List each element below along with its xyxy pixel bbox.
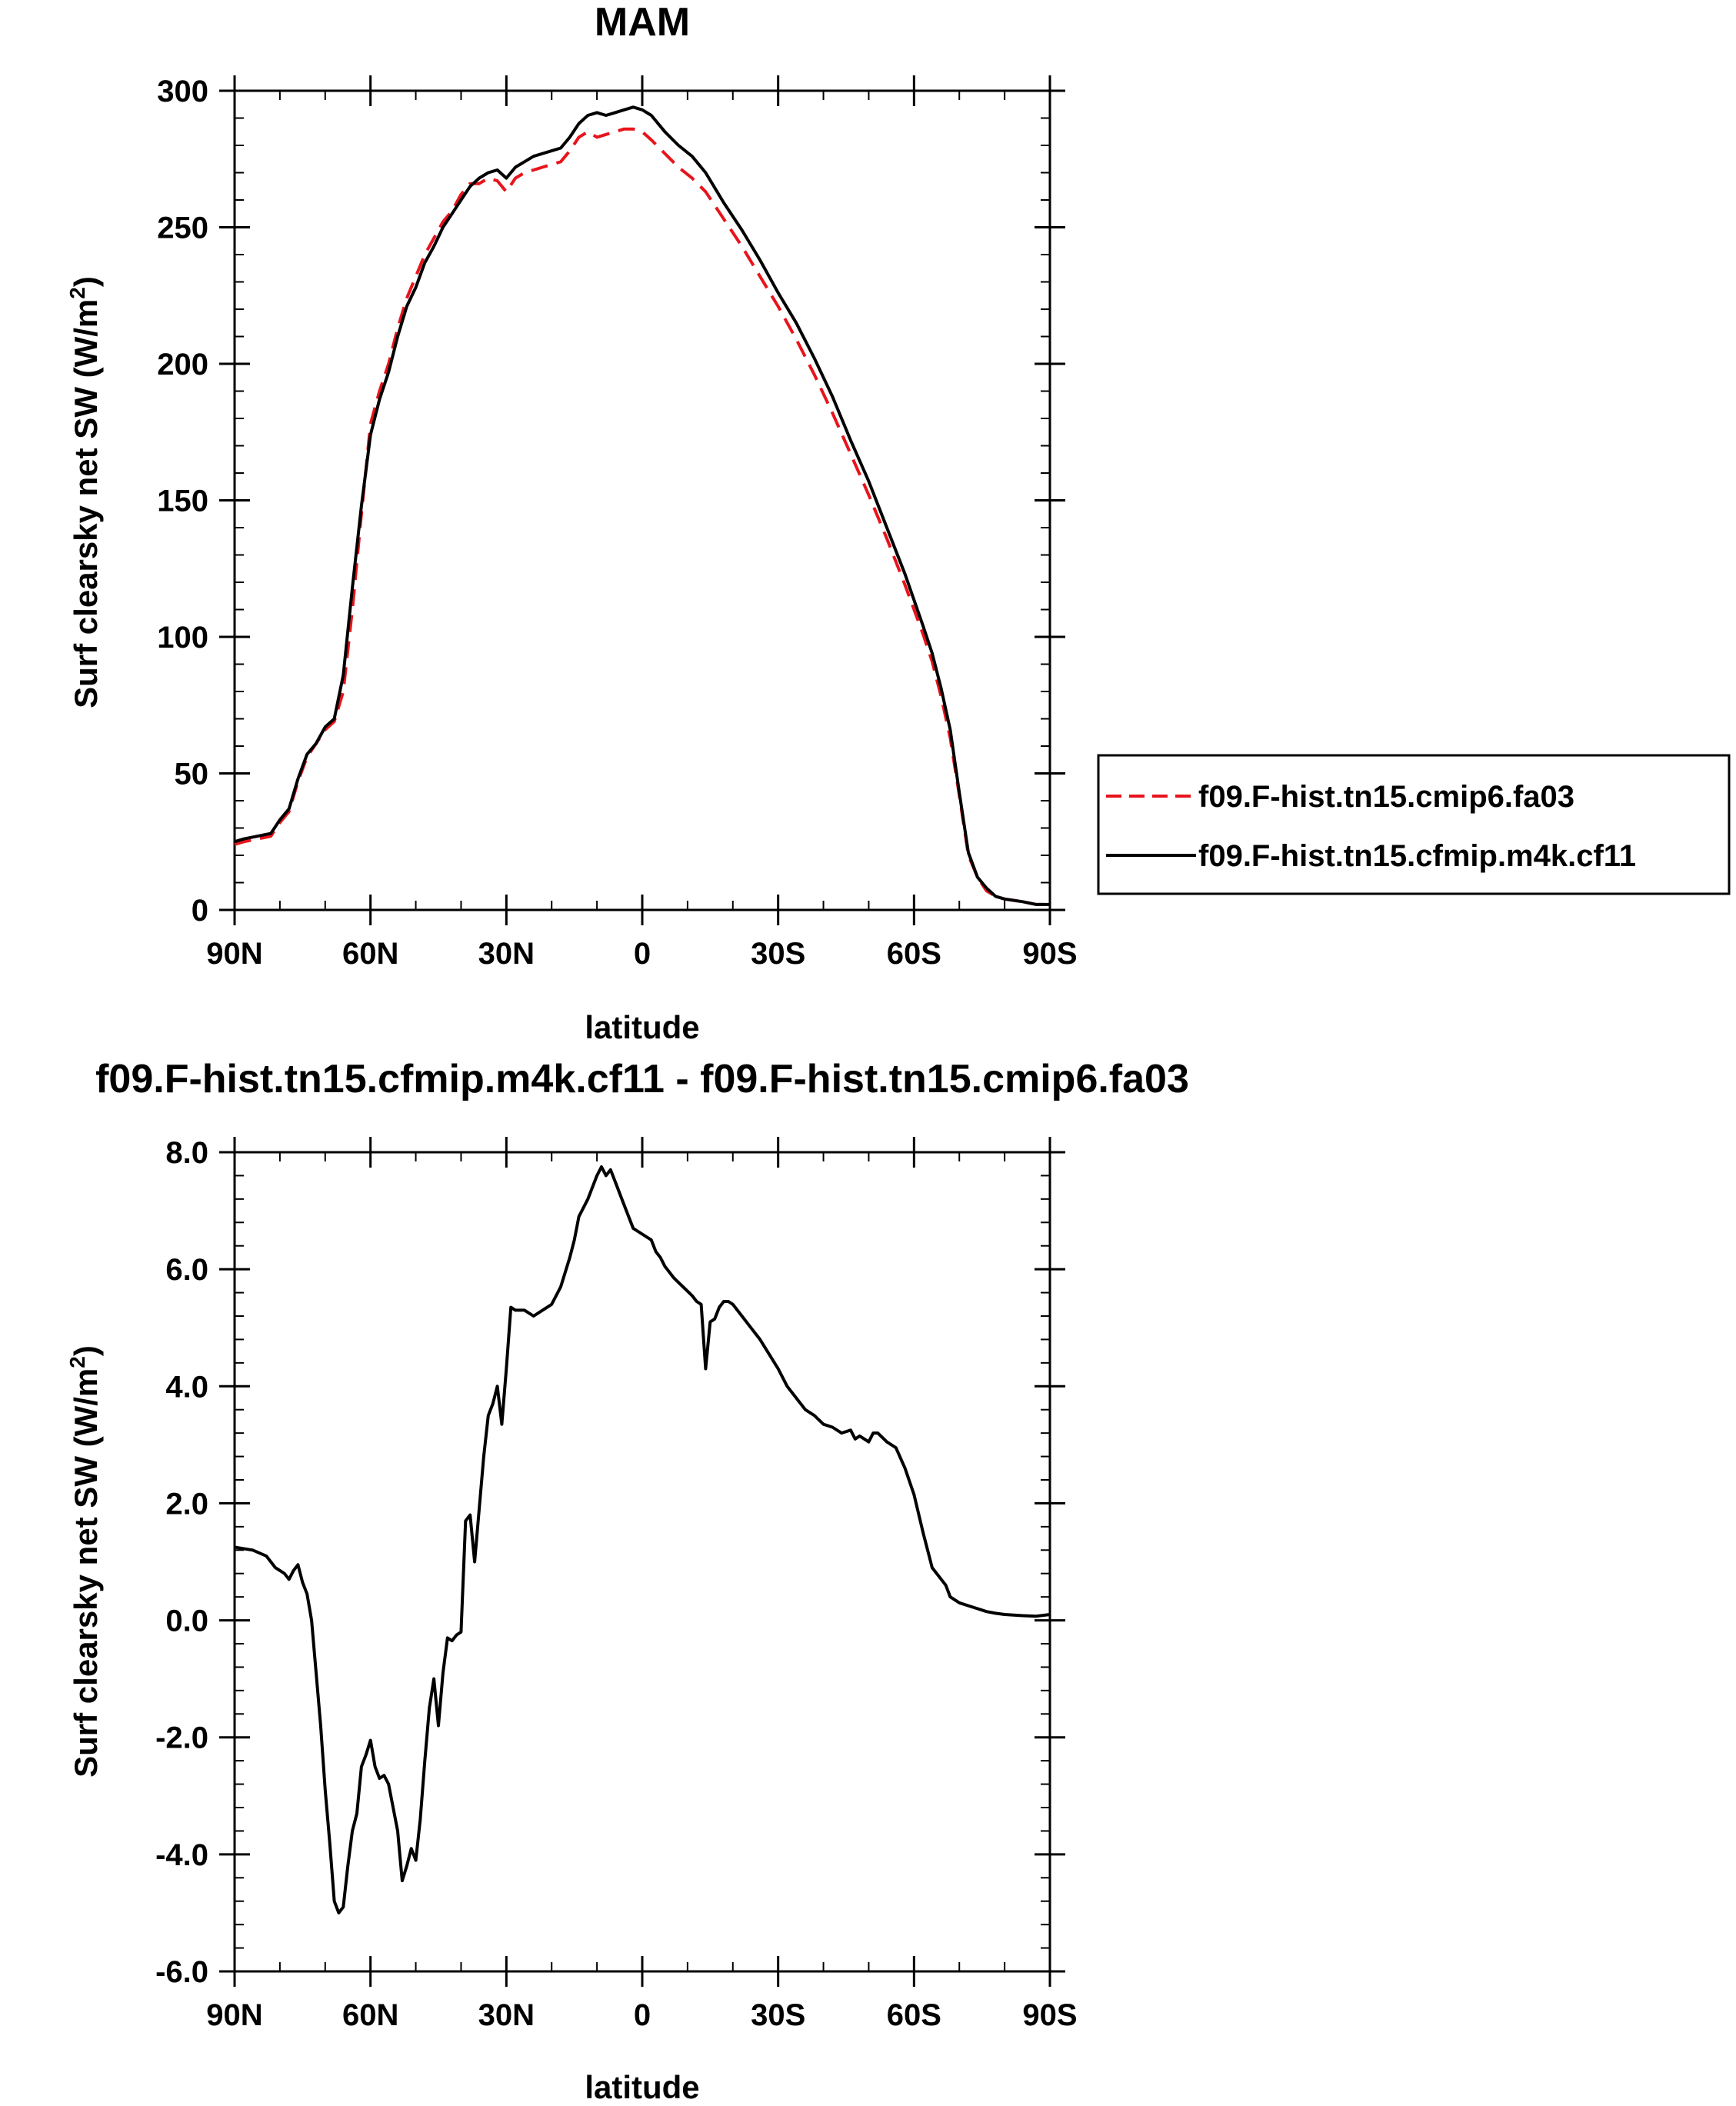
top-x-tick-label: 60S bbox=[887, 937, 941, 971]
bottom-plot-frame bbox=[233, 1151, 1051, 1973]
top-series-line-0 bbox=[234, 127, 1050, 906]
bottom-chart-series bbox=[234, 1165, 1051, 1914]
top-x-tick-label: 0 bbox=[634, 937, 651, 971]
bottom-y-axis-label: Surf clearsky net SW (W/m2) bbox=[65, 1345, 104, 1778]
top-series-line-1 bbox=[234, 105, 1050, 906]
top-y-tick-label: 200 bbox=[157, 348, 208, 382]
top-chart-title: MAM bbox=[595, 0, 690, 45]
top-y-tick-label: 50 bbox=[175, 758, 209, 791]
legend-label-cf11: f09.F-hist.tn15.cfmip.m4k.cf11 bbox=[1198, 839, 1636, 873]
top-y-tick-label: 250 bbox=[157, 212, 208, 245]
top-x-tick-label: 30N bbox=[478, 937, 535, 971]
top-y-tick-label: 300 bbox=[157, 75, 208, 108]
bottom-x-tick-label: 30S bbox=[751, 1998, 805, 2032]
top-x-tick-label: 60N bbox=[342, 937, 398, 971]
top-chart-series bbox=[234, 105, 1050, 906]
bottom-x-tick-label: 30N bbox=[478, 1998, 535, 2032]
top-chart: MAM 0 50 100 150 200 250 300 90N 60N 30N 0 30S 60S 90… bbox=[65, 0, 1731, 1045]
bottom-chart: f09.F-hist.tn15.cfmip.m4k.cf11 - f09.F-h… bbox=[65, 1057, 1189, 2105]
top-y-tick-label: 0 bbox=[192, 894, 208, 928]
bottom-y-tick-label: -6.0 bbox=[155, 1955, 208, 1989]
legend: f09.F-hist.tn15.cmip6.fa03 f09.F-hist.tn… bbox=[1097, 754, 1731, 895]
legend-label-fa03: f09.F-hist.tn15.cmip6.fa03 bbox=[1198, 780, 1574, 814]
bottom-x-tick-label: 0 bbox=[634, 1998, 651, 2032]
bottom-y-tick-label: 2.0 bbox=[165, 1487, 208, 1521]
bottom-x-tick-label: 90S bbox=[1022, 1998, 1077, 2032]
bottom-chart-title: f09.F-hist.tn15.cfmip.m4k.cf11 - f09.F-h… bbox=[95, 1057, 1189, 1101]
bottom-y-tick-label: -4.0 bbox=[155, 1838, 208, 1872]
top-y-axis-label: Surf clearsky net SW (W/m2) bbox=[65, 276, 104, 708]
bottom-y-tick-label: 0.0 bbox=[165, 1604, 208, 1638]
top-y-tick-label: 100 bbox=[157, 621, 208, 655]
bottom-series-line-0 bbox=[234, 1165, 1051, 1914]
top-x-tick-label: 30S bbox=[751, 937, 805, 971]
bottom-y-tick-label: 8.0 bbox=[165, 1136, 208, 1170]
bottom-y-tick-label: 4.0 bbox=[165, 1370, 208, 1404]
bottom-chart-axes: -6.0 -4.0 -2.0 0.0 2.0 4.0 6.0 8.0 90N 60N 30N 0 30S… bbox=[155, 1136, 1078, 2032]
bottom-x-tick-label: 90N bbox=[206, 1998, 262, 2032]
bottom-x-tick-label: 60N bbox=[342, 1998, 398, 2032]
bottom-x-tick-label: 60S bbox=[887, 1998, 941, 2032]
top-x-tick-label: 90N bbox=[206, 937, 262, 971]
top-x-axis-label: latitude bbox=[585, 1009, 699, 1045]
bottom-y-tick-label: 6.0 bbox=[165, 1253, 208, 1287]
bottom-y-tick-label: -2.0 bbox=[155, 1721, 208, 1755]
top-plot-frame bbox=[233, 89, 1051, 911]
top-y-tick-label: 150 bbox=[157, 485, 208, 518]
top-x-tick-label: 90S bbox=[1022, 937, 1077, 971]
legend-box bbox=[1097, 754, 1731, 895]
top-chart-axes: 0 50 100 150 200 250 300 90N 60N 30N 0 30S 60S 90S bbox=[157, 75, 1077, 971]
bottom-x-axis-label: latitude bbox=[585, 2069, 699, 2105]
